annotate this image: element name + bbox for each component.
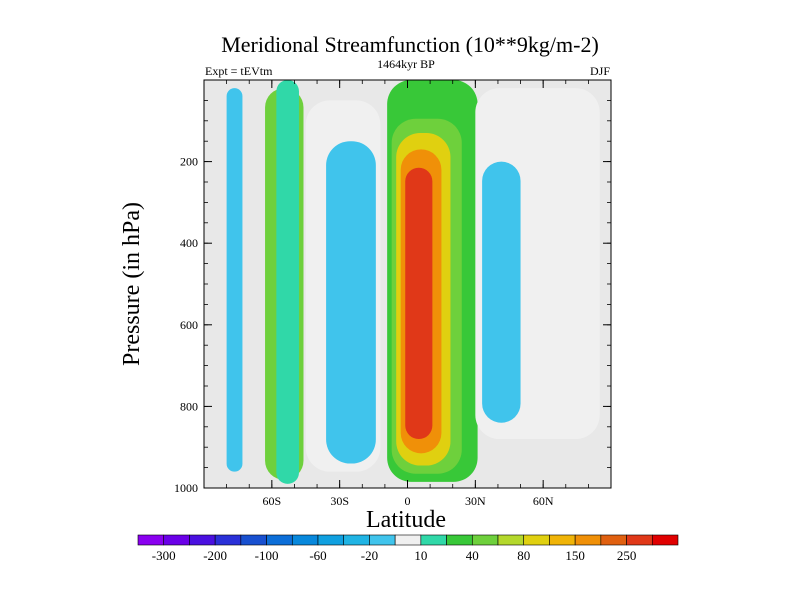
colorbar-label: -100 — [255, 548, 279, 563]
y-tick-label: 400 — [180, 236, 198, 250]
colorbar-box — [549, 534, 576, 546]
x-tick-label: 0 — [405, 494, 411, 508]
colorbar-label: 40 — [466, 548, 479, 563]
colorbar-box — [446, 534, 473, 546]
colorbar-box — [240, 534, 267, 546]
colorbar-label: -20 — [361, 548, 378, 563]
x-tick-label: 60N — [533, 494, 554, 508]
y-tick-label: 1000 — [174, 481, 198, 495]
colorbar-box — [137, 534, 165, 546]
colorbar-box — [163, 534, 190, 546]
colorbar-box — [317, 534, 345, 546]
colorbar-box — [420, 534, 447, 546]
colorbar-box — [394, 534, 422, 546]
colorbar-box — [471, 534, 499, 546]
colorbar: -300 -200 -100 -60 -20 10 40 80 150 250 — [137, 534, 679, 563]
time-label: 1464kyr BP — [377, 57, 435, 71]
contour-region-sh-polar-negative-cell — [226, 88, 243, 472]
colorbar-label: 10 — [414, 548, 427, 563]
colorbar-box — [189, 534, 216, 546]
colorbar-boxes — [137, 534, 679, 546]
experiment-label: Expt = tEVtm — [205, 64, 273, 78]
x-axis-label: Latitude — [366, 507, 446, 533]
chart-title: Meridional Streamfunction (10**9kg/m-2) — [221, 32, 599, 57]
contour-region-sh-weak-positive-cell — [276, 80, 299, 484]
colorbar-box — [214, 534, 242, 546]
colorbar-box — [291, 534, 319, 546]
colorbar-box — [343, 534, 370, 546]
colorbar-label: -300 — [152, 548, 176, 563]
x-tick-label: 30N — [465, 494, 486, 508]
contour-region-nh-hadley-core — [405, 167, 433, 440]
colorbar-box — [497, 534, 525, 546]
plot-area: 60S 30S 0 30N 60N 200 400 600 800 1000 — [174, 79, 612, 508]
season-label: DJF — [590, 64, 610, 78]
colorbar-box — [369, 534, 396, 546]
x-tick-label: 60S — [262, 494, 281, 508]
x-axis-ticks: 60S 30S 0 30N 60N — [262, 80, 554, 508]
colorbar-box — [600, 534, 627, 546]
colorbar-labels: -300 -200 -100 -60 -20 10 40 80 150 250 — [152, 548, 637, 563]
colorbar-label: 150 — [565, 548, 585, 563]
colorbar-label: -200 — [203, 548, 227, 563]
y-tick-label: 600 — [180, 318, 198, 332]
colorbar-label: 250 — [617, 548, 637, 563]
x-tick-label: 30S — [330, 494, 349, 508]
colorbar-label: -60 — [309, 548, 326, 563]
colorbar-box — [651, 534, 679, 546]
y-tick-label: 200 — [180, 155, 198, 169]
contour-region-nh-ferrel-negative-core — [482, 161, 521, 423]
colorbar-box — [574, 534, 602, 546]
colorbar-box — [266, 534, 293, 546]
contour-fills — [226, 80, 600, 484]
y-axis-ticks: 200 400 600 800 1000 — [174, 155, 611, 495]
y-axis-label: Pressure (in hPa) — [119, 202, 145, 366]
y-tick-label: 800 — [180, 399, 198, 413]
colorbar-box — [626, 534, 653, 546]
contour-region-sh-hadley-negative-core — [326, 141, 376, 464]
colorbar-label: 80 — [517, 548, 530, 563]
colorbar-box — [523, 534, 550, 546]
